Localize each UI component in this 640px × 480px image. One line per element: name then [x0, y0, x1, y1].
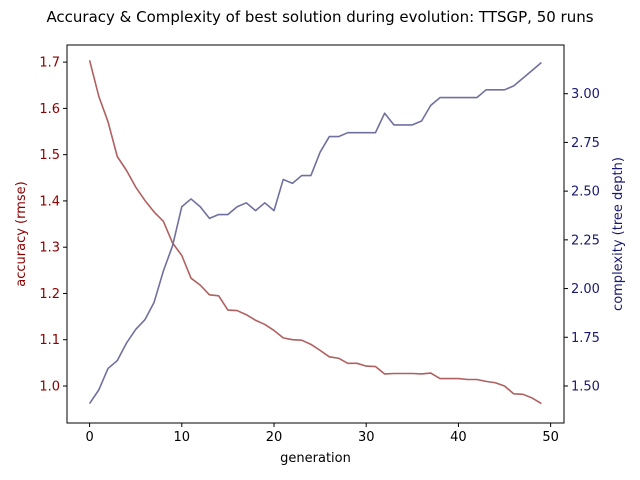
- left-tick-label: 1.2: [39, 287, 60, 302]
- right-y-axis: 1.50 1.75 2.00 2.25 2.50 2.75 3.00: [564, 87, 600, 394]
- left-tick-label: 1.7: [39, 56, 60, 71]
- plot-frame: [66, 44, 565, 424]
- x-tick-label: 40: [450, 430, 467, 445]
- left-tick-label: 1.0: [39, 379, 60, 394]
- right-y-axis-label: complexity (tree depth): [611, 157, 626, 311]
- x-axis: 0 10 20 30 40 50: [85, 423, 559, 445]
- left-y-axis-label: accuracy (rmse): [14, 181, 29, 286]
- left-tick-label: 1.3: [39, 241, 60, 256]
- left-tick-label: 1.1: [39, 333, 60, 348]
- left-tick-label: 1.6: [39, 102, 60, 117]
- accuracy-series-line: [88, 60, 542, 405]
- right-tick-label: 2.50: [571, 185, 600, 200]
- right-tick-label: 1.50: [571, 379, 600, 394]
- left-y-axis: 1.0 1.1 1.2 1.3 1.4 1.5 1.6 1.7: [39, 56, 67, 394]
- right-tick-label: 3.00: [571, 87, 600, 102]
- complexity-series-line: [88, 61, 542, 404]
- right-tick-label: 1.75: [571, 331, 600, 346]
- x-axis-label: generation: [280, 451, 351, 466]
- x-tick-label: 10: [174, 430, 191, 445]
- x-tick-label: 0: [85, 430, 93, 445]
- x-tick-label: 20: [266, 430, 283, 445]
- x-tick-label: 30: [358, 430, 375, 445]
- x-tick-label: 50: [542, 430, 559, 445]
- left-tick-label: 1.5: [39, 148, 60, 163]
- left-tick-label: 1.4: [39, 194, 60, 209]
- right-tick-label: 2.75: [571, 136, 600, 151]
- chart-title: Accuracy & Complexity of best solution d…: [46, 8, 593, 26]
- right-tick-label: 2.25: [571, 233, 600, 248]
- right-tick-label: 2.00: [571, 282, 600, 297]
- plot-area: [88, 60, 542, 405]
